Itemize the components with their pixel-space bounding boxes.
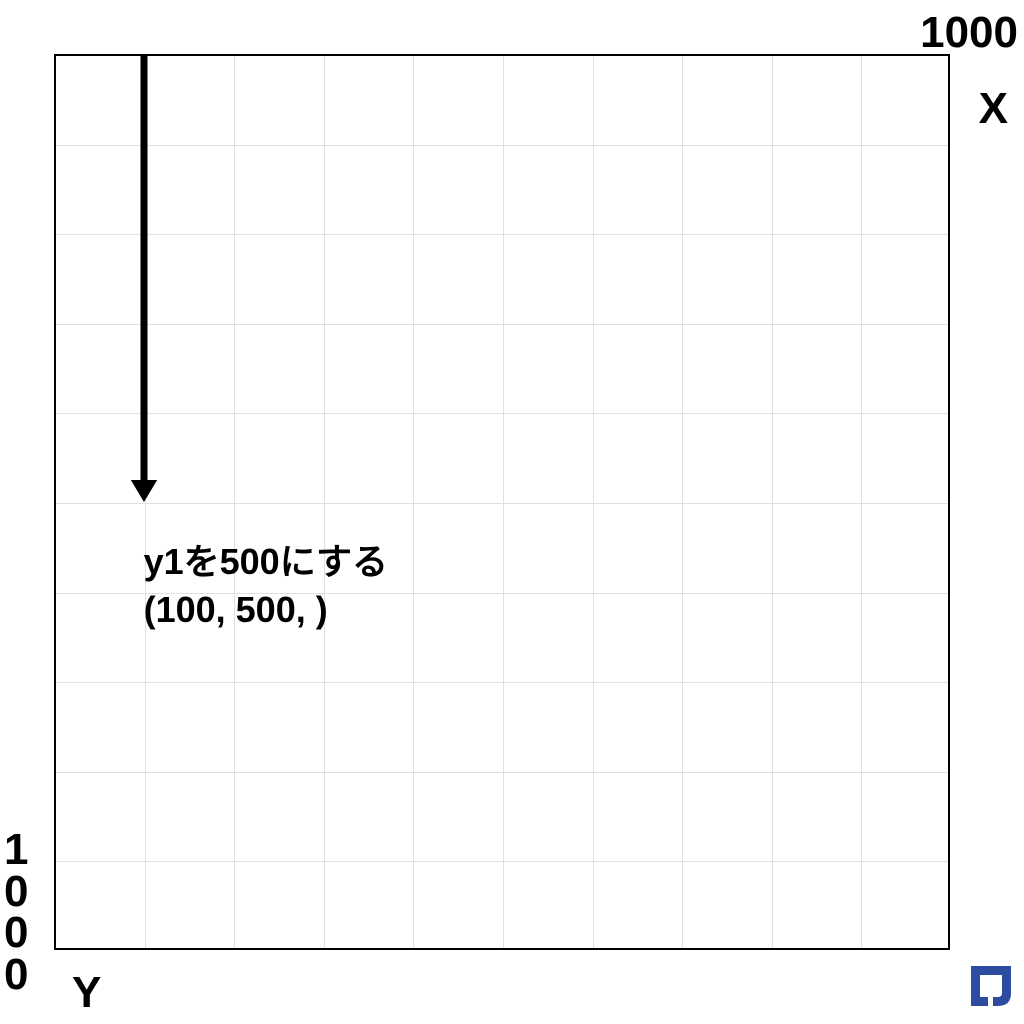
brand-logo-icon [966, 961, 1016, 1016]
grid-line-vertical [413, 56, 414, 948]
grid-line-horizontal [56, 234, 948, 235]
grid-line-vertical [324, 56, 325, 948]
grid-line-horizontal [56, 324, 948, 325]
arrow-vector [114, 44, 174, 532]
annotation-text: y1を500にする (100, 500, ) [144, 538, 388, 635]
grid-line-horizontal [56, 772, 948, 773]
grid-line-horizontal [56, 145, 948, 146]
x-axis-label: X [979, 84, 1008, 134]
y-max-digit: 0 [4, 954, 28, 996]
grid-line-vertical [234, 56, 235, 948]
y-max-label: 1000 [4, 829, 28, 996]
grid-line-horizontal [56, 413, 948, 414]
grid-line-vertical [682, 56, 683, 948]
grid-line-horizontal [56, 682, 948, 683]
x-max-label: 1000 [920, 8, 1018, 58]
y-axis-label: Y [72, 968, 101, 1018]
grid-line-vertical [772, 56, 773, 948]
y-max-digit: 0 [4, 871, 28, 913]
grid-line-vertical [503, 56, 504, 948]
annotation-line-2: (100, 500, ) [144, 586, 388, 635]
y-max-digit: 0 [4, 912, 28, 954]
grid-line-vertical [593, 56, 594, 948]
grid-line-horizontal [56, 861, 948, 862]
annotation-line-1: y1を500にする [144, 538, 388, 587]
grid-line-horizontal [56, 503, 948, 504]
y-max-digit: 1 [4, 829, 28, 871]
coordinate-grid [54, 54, 950, 950]
diagram-container: 1000 X 1000 Y y1を500にする (100, 500, ) [0, 0, 1024, 1024]
grid-line-vertical [861, 56, 862, 948]
